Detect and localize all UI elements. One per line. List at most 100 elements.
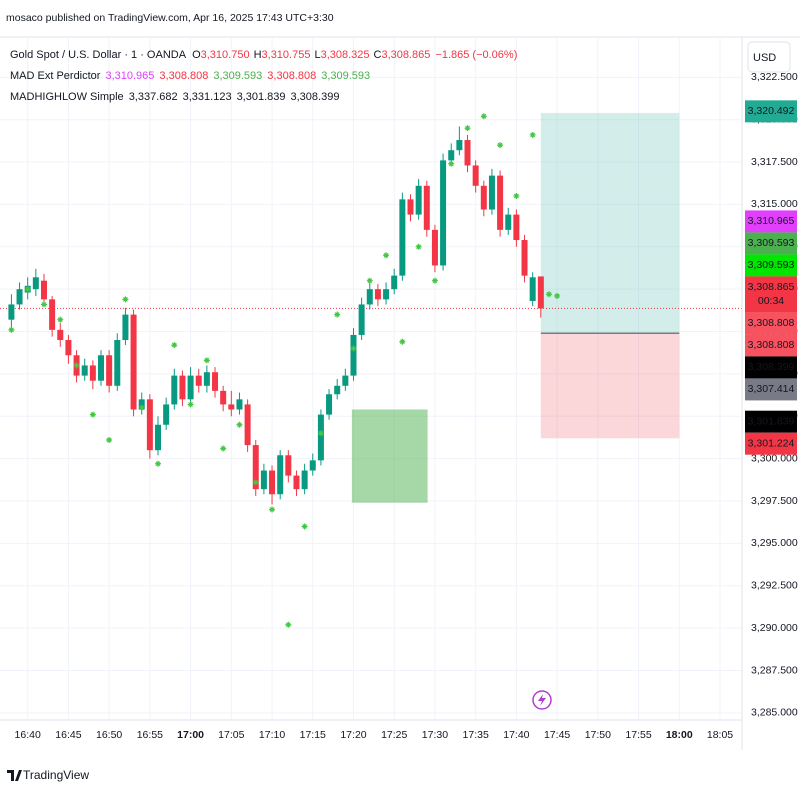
legend-row: MAD Ext Perdictor 3,310.965 3,308.808 3,309… bbox=[10, 70, 370, 82]
candle-body bbox=[464, 140, 471, 166]
x-tick-label: 17:55 bbox=[625, 729, 651, 741]
legend-row: MADHIGHLOW Simple 3,337.682 3,331.123 3,301… bbox=[10, 91, 339, 103]
candle-body bbox=[171, 375, 178, 405]
candle-body bbox=[529, 277, 536, 302]
overlay-marker bbox=[138, 404, 145, 411]
candle-body bbox=[277, 455, 284, 495]
price-label: 3,308.808 bbox=[748, 317, 795, 329]
overlay-marker bbox=[8, 326, 15, 333]
candle-body bbox=[505, 214, 512, 230]
candle-body bbox=[260, 470, 267, 490]
x-tick-label: 16:40 bbox=[15, 729, 41, 741]
price-label-box bbox=[745, 334, 797, 357]
overlay-marker bbox=[252, 479, 259, 486]
candle-body bbox=[342, 375, 349, 386]
candle-body bbox=[212, 372, 219, 391]
candle-body bbox=[309, 460, 316, 471]
x-tick-label: 17:10 bbox=[259, 729, 285, 741]
x-tick-label: 17:50 bbox=[585, 729, 611, 741]
overlay-marker bbox=[220, 445, 227, 452]
overlay-marker bbox=[431, 277, 438, 284]
y-tick-label: 3,317.500 bbox=[751, 156, 798, 168]
legend-value: 3,301.839 bbox=[237, 91, 286, 103]
legend-key: L bbox=[314, 49, 320, 61]
y-tick-label: 3,285.000 bbox=[751, 707, 798, 719]
x-tick-label: 17:40 bbox=[503, 729, 529, 741]
legend-value: −1.865 (−0.06%) bbox=[435, 49, 517, 61]
price-label-box bbox=[745, 232, 797, 255]
price-label: 3,308.808 bbox=[748, 339, 795, 351]
price-label-box bbox=[745, 100, 797, 123]
candle-body bbox=[220, 390, 227, 405]
candle-body bbox=[8, 304, 15, 320]
price-label: 3,309.593 bbox=[748, 237, 795, 249]
flash-icon[interactable] bbox=[532, 690, 552, 710]
candle-body bbox=[456, 140, 463, 151]
x-tick-label: 17:25 bbox=[381, 729, 407, 741]
x-tick-label: 18:05 bbox=[707, 729, 733, 741]
currency-button[interactable] bbox=[747, 41, 791, 73]
candle-body bbox=[228, 404, 235, 410]
overlay-marker bbox=[554, 292, 561, 299]
candle-body bbox=[203, 372, 210, 386]
candle-body bbox=[317, 414, 324, 461]
overlay-marker bbox=[497, 142, 504, 149]
price-label: 3,307.414 bbox=[748, 383, 795, 395]
legend-value: 3,308.865 bbox=[381, 49, 430, 61]
candle-body bbox=[358, 304, 365, 335]
overlay-marker bbox=[529, 131, 536, 138]
price-label: 3,309.593 bbox=[748, 259, 795, 271]
overlay-marker bbox=[399, 338, 406, 345]
candle-body bbox=[440, 160, 447, 266]
candle-body bbox=[122, 314, 129, 341]
y-tick-label: 3,315.000 bbox=[751, 198, 798, 210]
x-tick-label: 17:20 bbox=[340, 729, 366, 741]
candle-body bbox=[366, 289, 373, 305]
overlay-marker bbox=[24, 286, 31, 293]
overlay-marker bbox=[122, 296, 129, 303]
candle-body bbox=[497, 175, 504, 230]
currency: USD bbox=[753, 52, 776, 64]
candle-body bbox=[97, 355, 104, 381]
overlay-marker bbox=[57, 316, 64, 323]
price-label: 3,320.492 bbox=[748, 105, 795, 117]
price-label: 3,308.865 bbox=[748, 281, 795, 293]
legend-name: MADHIGHLOW Simple bbox=[10, 91, 124, 103]
logo bbox=[7, 770, 22, 781]
legend-name: Gold Spot / U.S. Dollar · 1 · OANDA bbox=[10, 49, 187, 61]
y-tick-label: 3,297.500 bbox=[751, 495, 798, 507]
candle-body bbox=[448, 150, 455, 161]
overlay-marker bbox=[301, 523, 308, 530]
candle-body bbox=[480, 185, 487, 210]
candle-body bbox=[537, 276, 544, 309]
price-label: 3,310.965 bbox=[748, 215, 795, 227]
candle-body bbox=[49, 299, 56, 330]
x-tick-label: 17:15 bbox=[300, 729, 326, 741]
price-label: 3,308.399 bbox=[748, 361, 795, 373]
overlay-marker bbox=[366, 277, 373, 284]
legend-value: 3,310.750 bbox=[201, 49, 250, 61]
profit-zone bbox=[540, 112, 680, 334]
overlay-marker bbox=[513, 192, 520, 199]
candle-body bbox=[244, 404, 251, 446]
candle-body bbox=[326, 394, 333, 415]
legend-value: 3,308.399 bbox=[291, 91, 340, 103]
candle-body bbox=[179, 375, 186, 400]
candle-body bbox=[146, 399, 153, 451]
overlay-marker bbox=[106, 437, 113, 444]
candle-body bbox=[32, 277, 39, 290]
overlay-marker bbox=[269, 506, 276, 513]
candle-body bbox=[114, 340, 121, 386]
x-tick-label: 17:05 bbox=[218, 729, 244, 741]
legend-value: 3,308.325 bbox=[321, 49, 370, 61]
candle-body bbox=[431, 229, 438, 266]
candle-body bbox=[106, 355, 113, 386]
y-tick-label: 3,292.500 bbox=[751, 580, 798, 592]
legend-key: C bbox=[374, 49, 382, 61]
legend-value: 3,308.808 bbox=[267, 70, 316, 82]
candle-body bbox=[130, 314, 137, 410]
candle-body bbox=[163, 404, 170, 425]
candle-body bbox=[423, 185, 430, 230]
candle-body bbox=[195, 375, 202, 386]
x-tick-label: 16:50 bbox=[96, 729, 122, 741]
